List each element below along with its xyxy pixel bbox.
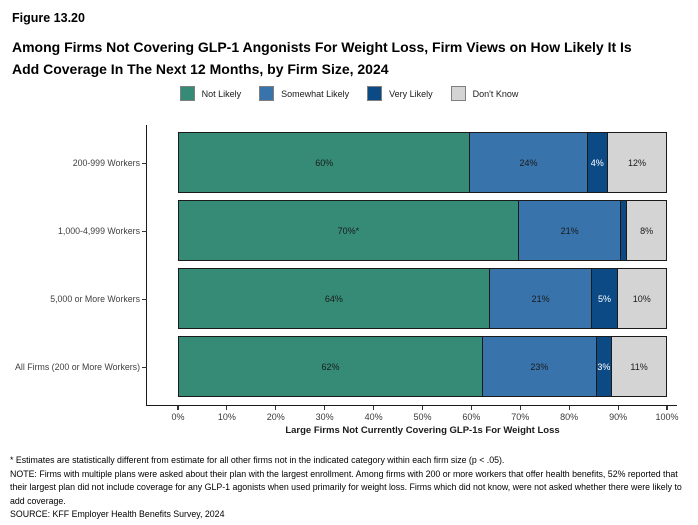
bar-row-1-000-4-999-workers: 70%* 21% 8% [178,200,667,261]
bar-segment-don-t-know: 12% [607,133,666,192]
bar-segment-not-likely: 64% [179,269,490,328]
bar-segment-somewhat-likely: 23% [483,337,597,396]
bar-segment-don-t-know: 8% [627,201,666,260]
bar-row-5-000-or-more-workers: 64% 21% 5% 10% [178,268,667,329]
x-axis-tick-label: 80% [560,412,579,422]
bar-segment-somewhat-likely: 21% [489,269,593,328]
bar-segment-label: 3% [597,361,611,372]
x-axis-tick-label: 10% [217,412,236,422]
x-axis-tick [470,406,472,410]
legend-item-somewhat-likely: Somewhat Likely [259,86,349,101]
y-axis-label: 200-999 Workers [72,157,140,168]
x-axis-tick-label: 40% [364,412,383,422]
footnote-note: NOTE: Firms with multiple plans were ask… [10,468,682,506]
x-axis-tick-label: 60% [462,412,481,422]
bar-segment-don-t-know: 10% [617,269,667,328]
bar-segment-label: 12% [627,157,646,168]
y-axis-label: 5,000 or More Workers [50,293,140,304]
bar-segment-label: 4% [590,157,604,168]
bar-segment-label: 11% [630,361,648,372]
bar-segment-don-t-know: 11% [612,337,666,396]
legend-label: Very Likely [389,88,433,99]
figure-number: Figure 13.20 [12,11,85,25]
figure-title: Among Firms Not Covering GLP-1 Angonists… [12,36,692,80]
bar-segment-very-likely: 5% [592,269,618,328]
legend-swatch-very-likely-icon [367,86,383,101]
y-axis-tick [142,230,147,232]
x-axis-line [146,405,677,407]
bar-segment-label: 5% [598,293,612,304]
x-axis-tick [324,406,326,410]
bar-segment-very-likely: 4% [587,133,608,192]
legend: Not Likely Somewhat Likely Very Likely Don'… [0,86,698,101]
bar-segment-not-likely: 60% [179,133,471,192]
legend-label: Not Likely [201,88,242,99]
legend-item-very-likely: Very Likely [367,86,433,101]
bar-segment-very-likely: 3% [596,337,613,396]
y-axis-tick [142,366,147,368]
x-axis-tick [275,406,277,410]
x-axis-tick-label: 20% [266,412,285,422]
bar-segment-very-likely [621,201,628,260]
y-axis-label: All Firms (200 or More Workers) [15,361,140,372]
bar-segment-not-likely: 62% [179,337,484,396]
bar-segment-label: 21% [560,225,579,236]
legend-label: Don't Know [472,88,519,99]
footnotes: * Estimates are statistically different … [10,454,692,522]
x-axis-tick [666,406,668,410]
x-axis-tick [373,406,375,410]
bar-segment-label: 24% [519,157,538,168]
x-axis-tick-label: 70% [511,412,530,422]
bar-segment-label: 10% [632,293,651,304]
x-axis-tick-label: 0% [171,412,185,422]
x-axis-tick [421,406,424,410]
x-axis-tick-label: 100% [655,412,679,422]
x-axis-tick [226,406,228,410]
bar-segment-label: 8% [640,225,654,236]
bar-segment-label: 62% [321,361,340,372]
bar-segment-label: 64% [324,293,343,304]
bar-segment-somewhat-likely: 24% [470,133,588,192]
legend-item-not-likely: Not Likely [179,86,242,101]
legend-swatch-somewhat-likely-icon [259,86,275,101]
legend-item-don-t-know: Don't Know [450,86,519,101]
x-axis-tick-label: 50% [413,412,432,422]
bar-segment-somewhat-likely: 21% [518,201,622,260]
legend-swatch-not-likely-icon [179,86,195,101]
bar-row-all-firms-200-or-more-workers: 62% 23% 3% 11% [178,336,667,397]
figure-title-line2: Add Coverage In The Next 12 Months, by F… [12,61,389,77]
x-axis-tick [568,406,570,410]
footnote-source: SOURCE: KFF Employer Health Benefits Sur… [10,509,225,519]
y-axis-line [146,125,148,406]
x-axis-tick [617,406,619,410]
x-axis-title: Large Firms Not Currently Covering GLP-1… [285,425,560,436]
bar-row-200-999-workers: 60% 24% 4% 12% [178,132,667,193]
legend-swatch-don-t-know-icon [450,86,466,101]
bar-segment-label: 21% [531,293,550,304]
footnote-asterisk: * Estimates are statistically different … [10,455,505,465]
figure-title-line1: Among Firms Not Covering GLP-1 Angonists… [12,39,632,55]
x-axis-tick-label: 90% [609,412,628,422]
y-axis-label: 1,000-4,999 Workers [58,225,140,236]
x-axis-tick [519,406,521,410]
legend-label: Somewhat Likely [281,88,350,99]
bar-segment-not-likely: 70%* [179,201,519,260]
bar-segment-label: 60% [315,157,334,168]
y-axis-tick [142,298,147,300]
bar-segment-label: 23% [530,361,549,372]
y-axis-tick [142,162,147,164]
x-axis-tick-label: 30% [315,412,334,422]
bar-segment-label: 70%* [337,225,360,236]
x-axis-tick [177,406,179,410]
